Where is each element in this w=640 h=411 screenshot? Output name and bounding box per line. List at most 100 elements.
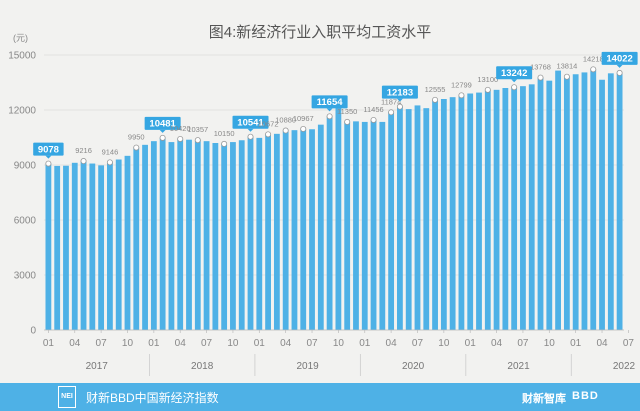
y-tick-label: 12000 — [8, 106, 36, 117]
bar — [581, 72, 588, 331]
x-tick-label: 07 — [623, 338, 635, 349]
data-label-pointer — [511, 79, 518, 83]
data-point-marker — [133, 144, 140, 151]
bar — [344, 121, 351, 331]
data-label-pointer — [396, 98, 403, 102]
bar — [80, 161, 87, 330]
x-tick-label: 10 — [122, 338, 134, 349]
bar — [238, 140, 245, 330]
footer-bar: NEI 财新BBD中国新经济指数 财新智库 BBD — [0, 383, 640, 411]
bar — [511, 87, 518, 330]
data-point-marker — [616, 69, 623, 76]
data-point-marker — [396, 103, 403, 110]
data-label: 10672 — [258, 119, 279, 128]
bar — [388, 112, 395, 330]
source-text: 财新BBD中国新经济指数 — [86, 391, 219, 405]
data-label-pointer — [159, 129, 166, 133]
bar — [405, 109, 412, 330]
data-point-marker — [326, 113, 333, 120]
bar — [265, 134, 271, 330]
bar — [98, 165, 105, 330]
x-tick-label: 07 — [201, 338, 213, 349]
bar — [326, 116, 333, 331]
data-point-marker — [511, 84, 518, 91]
data-label: 14022 — [606, 54, 632, 65]
bar — [212, 143, 219, 330]
data-point-marker — [300, 125, 307, 132]
y-tick-label: 15000 — [8, 51, 36, 62]
bar — [63, 165, 69, 330]
data-label: 13768 — [530, 63, 551, 72]
data-point-marker — [484, 86, 491, 93]
x-tick-label: 01 — [465, 338, 477, 349]
data-label: 9146 — [102, 147, 119, 156]
data-label: 9950 — [128, 133, 145, 142]
x-tick-label: 07 — [517, 338, 529, 349]
bar — [115, 159, 122, 330]
year-label: 2020 — [402, 361, 425, 372]
data-point-marker — [563, 73, 570, 80]
data-label: 11874 — [381, 97, 401, 106]
data-label: 11350 — [337, 107, 357, 116]
bar — [71, 162, 78, 330]
bar — [476, 92, 482, 330]
data-point-marker — [247, 133, 254, 140]
x-tick-label: 01 — [254, 338, 266, 349]
data-point-marker — [458, 92, 465, 99]
data-label-pointer — [247, 128, 254, 132]
data-label-box — [381, 85, 418, 99]
bar — [150, 141, 157, 330]
year-label: 2022 — [613, 361, 636, 372]
x-tick-label: 04 — [175, 338, 187, 349]
bar — [45, 163, 52, 330]
data-label: 10541 — [237, 117, 264, 128]
data-label: 12183 — [387, 87, 413, 98]
data-label-box — [311, 95, 348, 109]
bar — [282, 130, 289, 330]
y-tick-label: 6000 — [14, 216, 37, 227]
y-tick-label: 3000 — [14, 271, 37, 282]
bar — [484, 89, 491, 330]
data-point-marker — [177, 135, 184, 142]
x-tick-label: 07 — [306, 338, 318, 349]
bar — [107, 162, 113, 330]
data-label-box — [496, 66, 533, 80]
bar — [247, 136, 254, 330]
data-label-box — [33, 142, 64, 156]
data-point-marker — [388, 109, 395, 116]
x-tick-label: 04 — [69, 338, 81, 349]
bar — [142, 144, 148, 330]
bar — [563, 76, 570, 330]
bar — [230, 142, 236, 330]
data-label-box — [232, 115, 269, 129]
y-axis-ticks: 0 3000 6000 9000 12000 15000 — [8, 51, 36, 337]
data-label-pointer — [616, 64, 623, 68]
data-point-marker — [221, 140, 228, 147]
bar — [124, 155, 131, 330]
data-label-pointer — [45, 155, 52, 159]
data-point-marker — [159, 134, 166, 141]
bar — [194, 140, 201, 330]
x-tick-label: 01 — [359, 338, 371, 349]
data-label: 12799 — [451, 80, 472, 89]
data-point-marker — [265, 131, 272, 138]
bar — [221, 143, 228, 330]
year-label: 2017 — [86, 361, 109, 372]
data-label: 9078 — [38, 144, 59, 155]
y-tick-label: 0 — [30, 326, 36, 337]
y-axis-unit-label: (元) — [13, 33, 28, 43]
bar — [440, 99, 447, 330]
bar — [432, 99, 438, 330]
data-point-marker — [537, 74, 544, 81]
bar — [572, 74, 579, 330]
data-label: 10967 — [293, 114, 314, 123]
x-tick-label: 01 — [570, 338, 582, 349]
data-label: 14218 — [583, 54, 604, 63]
bar — [335, 107, 342, 330]
bar — [607, 73, 614, 330]
bar — [537, 77, 544, 330]
x-tick-label: 10 — [438, 338, 450, 349]
y-tick-label: 9000 — [14, 161, 37, 172]
year-label: 2019 — [297, 361, 320, 372]
